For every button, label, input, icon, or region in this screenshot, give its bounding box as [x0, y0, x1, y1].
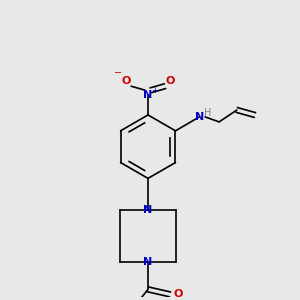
Text: N: N: [143, 256, 153, 267]
Text: O: O: [122, 76, 131, 86]
Text: −: −: [114, 68, 122, 78]
Text: H: H: [203, 108, 211, 118]
Text: N: N: [195, 112, 204, 122]
Text: O: O: [165, 76, 175, 86]
Text: O: O: [173, 289, 182, 299]
Text: +: +: [152, 86, 158, 95]
Text: N: N: [143, 90, 153, 100]
Text: N: N: [143, 205, 153, 215]
